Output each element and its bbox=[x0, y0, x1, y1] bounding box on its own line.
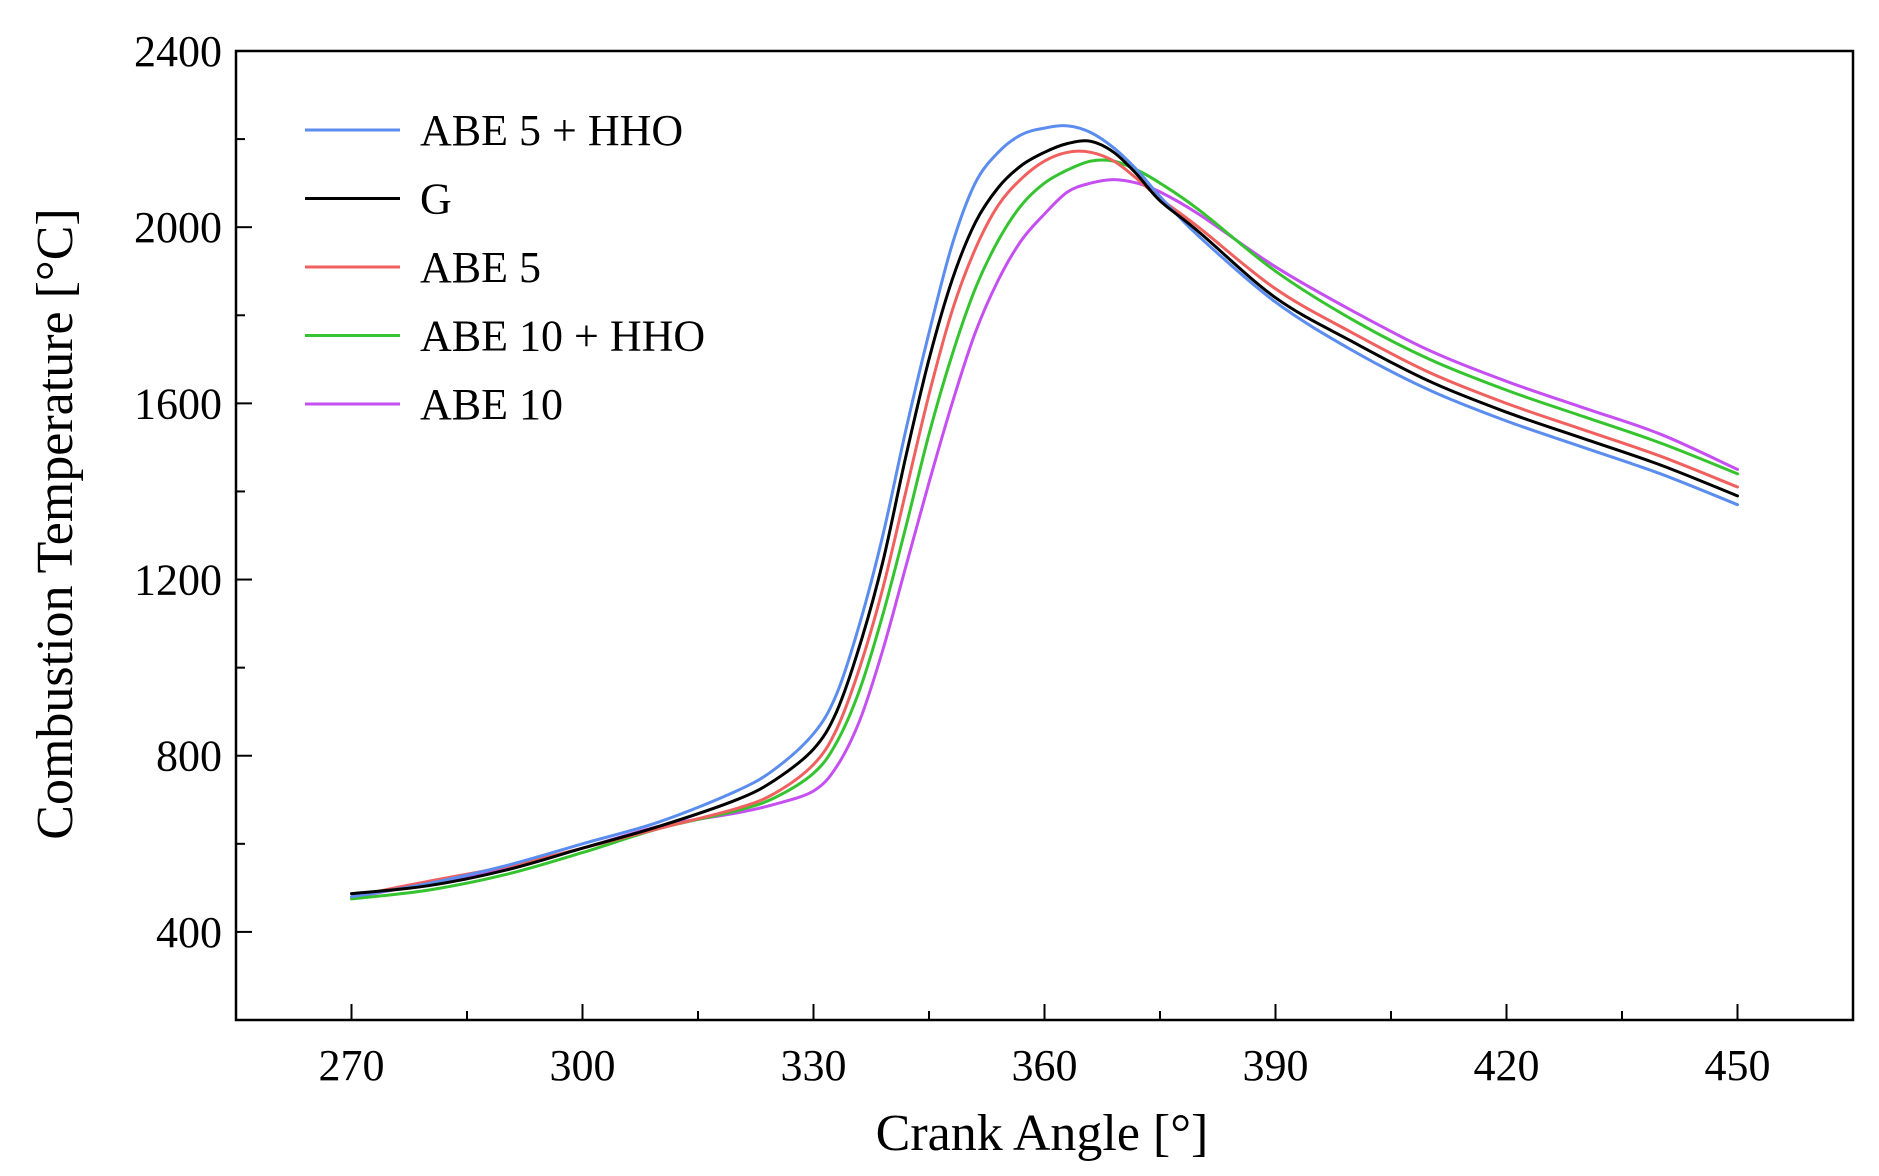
x-tick-label: 300 bbox=[550, 1041, 616, 1090]
legend-label-abe-5-hho: ABE 5 + HHO bbox=[420, 106, 683, 155]
y-tick-label: 800 bbox=[156, 732, 222, 781]
plot-layer: 270 300 330 360 390 420 450 400 800 1200 1600 2000 2… bbox=[134, 27, 1855, 1090]
series-line-abe-5 bbox=[350, 149, 1739, 899]
y-tick-label: 2000 bbox=[134, 203, 222, 252]
x-tick-label: 390 bbox=[1243, 1041, 1309, 1090]
series-line-g bbox=[350, 139, 1739, 896]
y-tick-label: 1600 bbox=[134, 379, 222, 428]
x-tick-label: 450 bbox=[1705, 1041, 1771, 1090]
x-tick-label: 270 bbox=[319, 1041, 385, 1090]
x-tick-label: 360 bbox=[1012, 1041, 1078, 1090]
x-tick-label: 330 bbox=[781, 1041, 847, 1090]
x-axis-title: Crank Angle [°] bbox=[876, 1105, 1209, 1162]
y-axis-title: Combustion Temperature [°C] bbox=[27, 208, 84, 839]
series-line-abe-10 bbox=[350, 178, 1739, 900]
series-line-abe-5-hho bbox=[350, 124, 1739, 899]
legend-label-g: G bbox=[420, 175, 452, 224]
legend-label-abe-5: ABE 5 bbox=[420, 243, 541, 292]
y-tick-label: 2400 bbox=[134, 27, 222, 76]
legend-label-abe-10-hho: ABE 10 + HHO bbox=[420, 312, 705, 361]
legend-label-abe-10: ABE 10 bbox=[420, 380, 563, 429]
y-tick-label: 1200 bbox=[134, 556, 222, 605]
y-tick-label: 400 bbox=[156, 908, 222, 957]
x-tick-label: 420 bbox=[1474, 1041, 1540, 1090]
series-line-abe-10-hho bbox=[350, 158, 1739, 901]
